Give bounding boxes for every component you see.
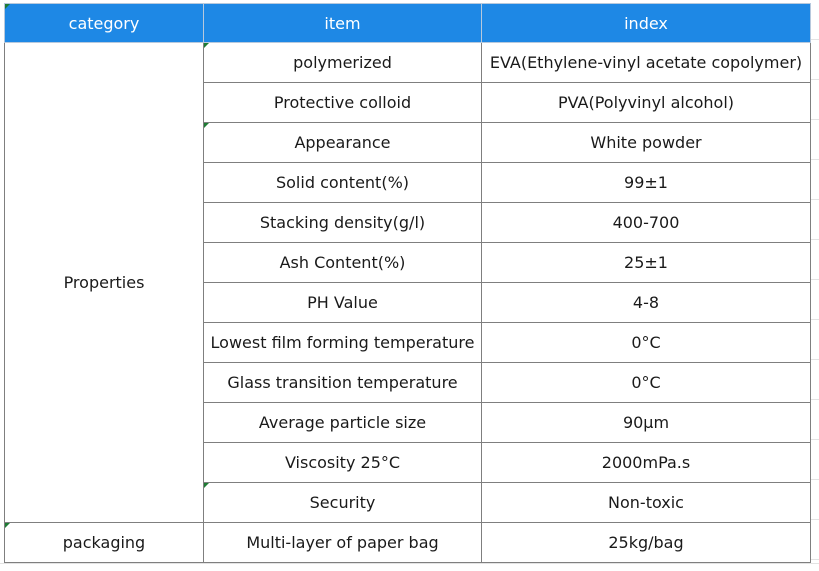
item-cell[interactable]: Multi-layer of paper bag [203, 522, 482, 563]
index-cell[interactable]: EVA(Ethylene-vinyl acetate copolymer) [481, 42, 811, 83]
header-index[interactable]: index [481, 3, 811, 43]
table-row: Ash Content(%) 25±1 [5, 242, 811, 283]
table-row: Stacking density(g/l) 400-700 [5, 202, 811, 243]
index-cell[interactable]: 99±1 [481, 162, 811, 203]
table-row: Appearance White powder [5, 122, 811, 163]
index-cell[interactable]: 2000mPa.s [481, 442, 811, 483]
index-cell[interactable]: PVA(Polyvinyl alcohol) [481, 82, 811, 123]
table-row: Glass transition temperature 0°C [5, 362, 811, 403]
table-row: Lowest film forming temperature 0°C [5, 322, 811, 363]
item-cell[interactable]: Stacking density(g/l) [203, 202, 482, 243]
table-row: Security Non-toxic [5, 482, 811, 523]
header-row: category item index [4, 3, 811, 43]
index-cell[interactable]: Non-toxic [481, 482, 811, 523]
item-cell[interactable]: Appearance [203, 122, 482, 163]
item-cell[interactable]: Security [203, 482, 482, 523]
specification-table: category item index Properties polymeriz… [4, 3, 811, 563]
item-cell[interactable]: Lowest film forming temperature [203, 322, 482, 363]
index-cell[interactable]: White powder [481, 122, 811, 163]
item-cell[interactable]: Ash Content(%) [203, 242, 482, 283]
item-cell[interactable]: Protective colloid [203, 82, 482, 123]
index-cell[interactable]: 25±1 [481, 242, 811, 283]
table-row: PH Value 4-8 [5, 282, 811, 323]
header-category[interactable]: category [4, 3, 204, 43]
item-cell[interactable]: Glass transition temperature [203, 362, 482, 403]
item-cell[interactable]: polymerized [203, 42, 482, 83]
item-cell[interactable]: PH Value [203, 282, 482, 323]
sheet-gridline-bottom [0, 563, 819, 571]
sheet-gridlines [810, 0, 819, 571]
index-cell[interactable]: 400-700 [481, 202, 811, 243]
table-row: Properties polymerized EVA(Ethylene-viny… [4, 42, 811, 523]
index-cell[interactable]: 0°C [481, 362, 811, 403]
table-row: Viscosity 25°C 2000mPa.s [5, 442, 811, 483]
category-cell-properties[interactable]: Properties [4, 42, 204, 523]
header-item[interactable]: item [203, 3, 482, 43]
item-cell[interactable]: Average particle size [203, 402, 482, 443]
index-cell[interactable]: 90µm [481, 402, 811, 443]
index-cell[interactable]: 4-8 [481, 282, 811, 323]
index-cell[interactable]: 0°C [481, 322, 811, 363]
table-row: Solid content(%) 99±1 [5, 162, 811, 203]
category-cell-packaging[interactable]: packaging [4, 522, 204, 563]
item-cell[interactable]: Solid content(%) [203, 162, 482, 203]
item-cell[interactable]: Viscosity 25°C [203, 442, 482, 483]
table-row: Protective colloid PVA(Polyvinyl alcohol… [5, 82, 811, 123]
index-cell[interactable]: 25kg/bag [481, 522, 811, 563]
table-row: packaging Multi-layer of paper bag 25kg/… [4, 522, 811, 563]
